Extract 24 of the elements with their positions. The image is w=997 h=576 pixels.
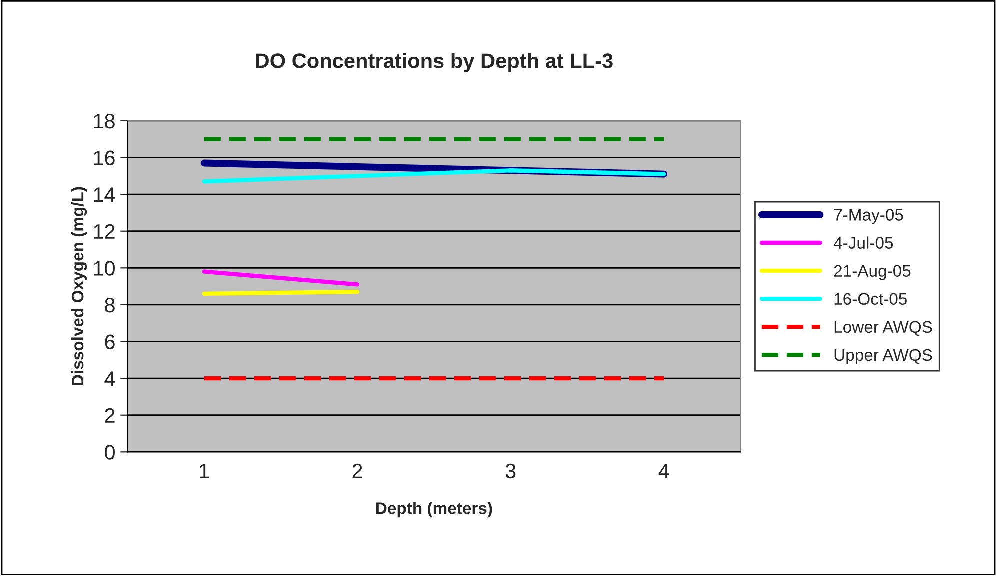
x-tick-label: 1 [200, 464, 210, 478]
y-tick-label: 18 [94, 114, 115, 129]
legend-label: 4-Jul-05 [834, 236, 894, 249]
x-axis-title: Depth (meters) [376, 502, 492, 518]
y-axis-title: Dissolved Oxygen (mg/L) [71, 187, 88, 386]
y-tick-label: 16 [94, 150, 115, 166]
chart-title: DO Concentrations by Depth at LL-3 [256, 53, 613, 73]
y-tick-label: 12 [94, 224, 115, 239]
legend-label: Lower AWQS [834, 321, 932, 336]
legend-label: 7-May-05 [834, 209, 904, 224]
x-tick-label: 2 [352, 464, 362, 478]
y-tick-label: 8 [105, 298, 115, 313]
y-tick-label: 14 [94, 188, 116, 202]
legend-label: 16-Oct-05 [834, 293, 907, 306]
y-tick-label: 10 [94, 261, 115, 276]
legend-label: 21-Aug-05 [834, 265, 911, 280]
line-series [202, 168, 666, 184]
y-tick-label: 2 [105, 408, 115, 423]
x-tick-label: 3 [506, 464, 516, 479]
y-tick-label: 0 [105, 445, 115, 460]
x-tick-label: 4 [658, 464, 670, 478]
y-tick-label: 4 [104, 372, 116, 386]
y-tick-label: 6 [105, 334, 115, 350]
legend-label: Upper AWQS [834, 349, 932, 364]
